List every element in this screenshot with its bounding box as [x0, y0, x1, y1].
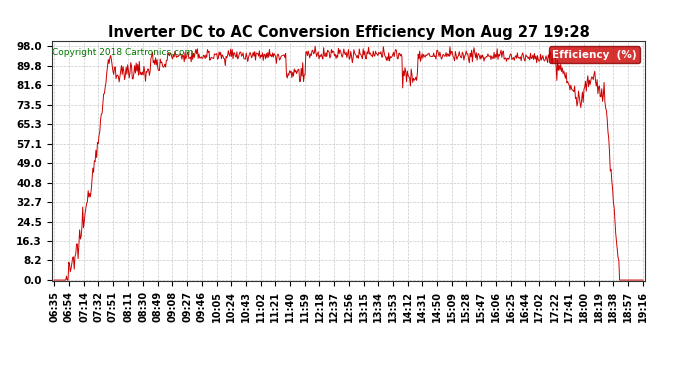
- Legend: Efficiency  (%): Efficiency (%): [549, 46, 640, 63]
- Text: Copyright 2018 Cartronics.com: Copyright 2018 Cartronics.com: [52, 48, 194, 57]
- Title: Inverter DC to AC Conversion Efficiency Mon Aug 27 19:28: Inverter DC to AC Conversion Efficiency …: [108, 25, 589, 40]
